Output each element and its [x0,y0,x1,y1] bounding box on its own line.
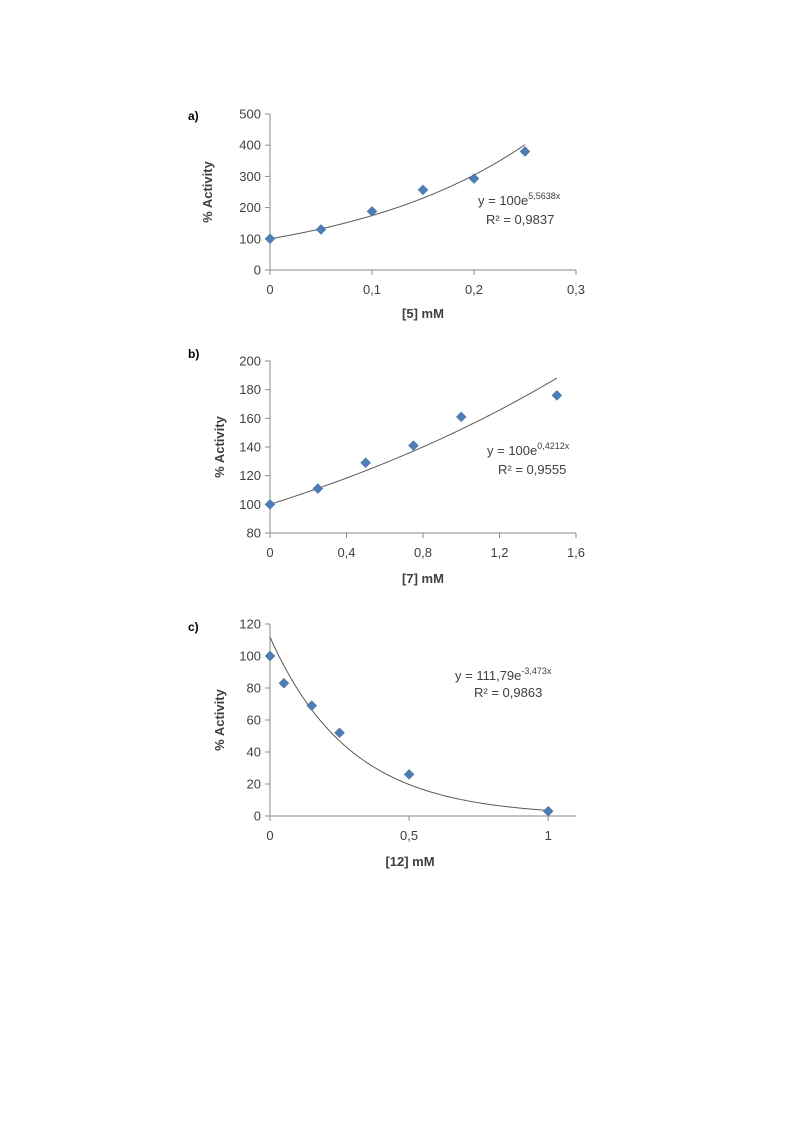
y-tick-label: 20 [247,777,261,792]
panel-label: b) [188,347,199,361]
data-point [542,805,554,817]
data-point [408,440,419,451]
trend-equation: y = 111,79e-3,473x [455,666,552,683]
y-tick-label: 120 [239,468,261,483]
trendline [269,144,526,240]
r-squared-label: R² = 0,9863 [474,685,542,700]
panel-label: a) [188,109,199,123]
data-point [468,173,480,184]
y-tick-label: 100 [239,231,261,246]
y-tick-label: 300 [239,169,261,184]
y-tick-label: 80 [247,526,261,541]
x-tick-label: 0 [266,828,273,843]
chart-3: c) 0 20 40 60 80 100 120 0 0,5 1 [12] mM % Activity y… [188,617,576,869]
r-squared-label: R² = 0,9837 [486,212,554,227]
y-tick-label: 60 [247,713,261,728]
x-axis-title: [12] mM [385,854,434,869]
y-axis-title: % Activity [212,688,227,750]
panel-label: c) [188,620,199,634]
x-tick-label: 1,2 [490,545,508,560]
y-tick-label: 120 [239,617,261,632]
x-tick-label: 0 [266,282,273,297]
data-point [264,233,276,245]
y-tick-label: 200 [239,200,261,215]
data-point [312,483,324,494]
y-tick-label: 40 [247,745,261,760]
data-point [315,224,327,235]
y-tick-label: 100 [239,497,261,512]
x-tick-label: 0 [266,545,273,560]
y-tick-label: 180 [239,382,261,397]
data-point [403,769,415,780]
y-tick-label: 160 [239,411,261,426]
data-point [306,700,318,711]
y-axis-title: % Activity [212,415,227,477]
y-tick-label: 100 [239,649,261,664]
x-axis-title: [5] mM [402,306,444,321]
x-tick-label: 0,3 [567,282,585,297]
x-tick-label: 1,6 [567,545,585,560]
data-point [360,457,371,469]
r-squared-label: R² = 0,9555 [498,462,566,477]
data-point [551,390,563,401]
data-point [519,146,531,157]
x-tick-label: 0,5 [400,828,418,843]
y-tick-label: 200 [239,354,261,369]
chart-1: a) 0 100 200 300 400 500 0 0,1 0,2 0,3 [5] mM % Acti… [188,107,585,322]
y-tick-label: 80 [247,681,261,696]
y-tick-label: 0 [254,809,261,824]
x-tick-label: 0,2 [465,282,483,297]
data-point [278,677,290,689]
data-point [417,184,429,196]
y-tick-label: 0 [254,263,261,278]
x-tick-label: 0,8 [414,545,432,560]
x-axis-title: [7] mM [402,571,444,586]
trend-equation: y = 100e0,4212x [487,441,570,458]
x-tick-label: 0,1 [363,282,381,297]
data-point [366,205,378,217]
data-point [334,727,345,739]
y-tick-label: 400 [239,138,261,153]
chart-2: b) 80 100 120 140 160 180 200 0 0,4 0,8 1,2 1,6 [7] m… [188,347,585,586]
trendline [269,636,549,811]
trend-equation: y = 100e5,5638x [478,191,561,208]
data-point [264,498,276,510]
y-tick-label: 140 [239,440,261,455]
data-point [264,650,276,662]
x-tick-label: 1 [545,828,552,843]
x-tick-label: 0,4 [337,545,355,560]
data-point [455,411,467,423]
y-axis-title: % Activity [200,160,215,222]
y-tick-label: 500 [239,107,261,122]
